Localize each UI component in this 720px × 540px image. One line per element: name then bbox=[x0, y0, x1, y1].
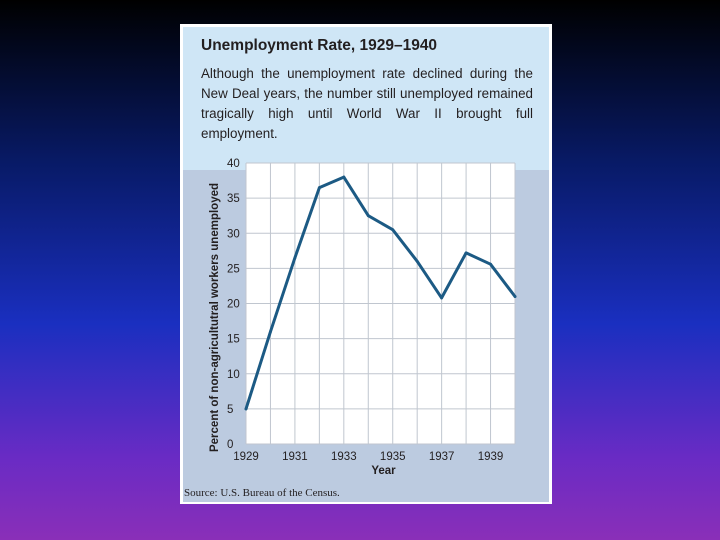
x-tick-label: 1935 bbox=[380, 451, 406, 463]
x-tick-label: 1933 bbox=[331, 451, 357, 463]
y-tick-label: 30 bbox=[227, 228, 240, 240]
data-point bbox=[366, 214, 370, 218]
line-chart: 0 5 10 15 20 25 30 35 40 1929 1931 1933 1935 1937 1939… bbox=[209, 158, 517, 477]
y-tick-label: 5 bbox=[227, 404, 233, 416]
chart-description: Although the unemployment rate declined … bbox=[201, 66, 533, 141]
chart-title: Unemployment Rate, 1929–1940 bbox=[201, 37, 438, 54]
chart-header: Unemployment Rate, 1929–1940 Although th… bbox=[183, 27, 549, 170]
y-tick-label: 10 bbox=[227, 369, 240, 381]
y-tick-label: 40 bbox=[227, 158, 240, 170]
x-tick-label: 1929 bbox=[233, 451, 259, 463]
series-line bbox=[244, 175, 517, 411]
data-point bbox=[269, 330, 272, 333]
x-tick-label: 1931 bbox=[282, 451, 308, 463]
data-point bbox=[464, 251, 468, 255]
data-point bbox=[317, 186, 321, 189]
y-tick-label: 20 bbox=[227, 299, 240, 311]
y-tick-label: 25 bbox=[227, 263, 240, 275]
x-axis-label: Year bbox=[371, 465, 396, 477]
data-point bbox=[513, 295, 517, 298]
y-tick-label: 15 bbox=[227, 334, 240, 346]
x-tick-label: 1939 bbox=[478, 451, 504, 463]
source-note: Source: U.S. Bureau of the Census. bbox=[184, 487, 340, 499]
figure-card: Unemployment Rate, 1929–1940 Although th… bbox=[180, 24, 552, 504]
x-tick-label: 1937 bbox=[429, 451, 455, 463]
data-point bbox=[244, 407, 248, 411]
y-tick-label: 35 bbox=[227, 193, 240, 205]
y-axis-label: Percent of non-agricultutral workers une… bbox=[209, 183, 221, 452]
data-point bbox=[391, 228, 395, 232]
data-point bbox=[489, 262, 492, 266]
y-tick-label: 0 bbox=[227, 439, 233, 451]
data-point bbox=[440, 296, 444, 300]
data-point bbox=[342, 175, 346, 179]
data-point bbox=[293, 256, 297, 260]
data-point bbox=[415, 259, 419, 263]
